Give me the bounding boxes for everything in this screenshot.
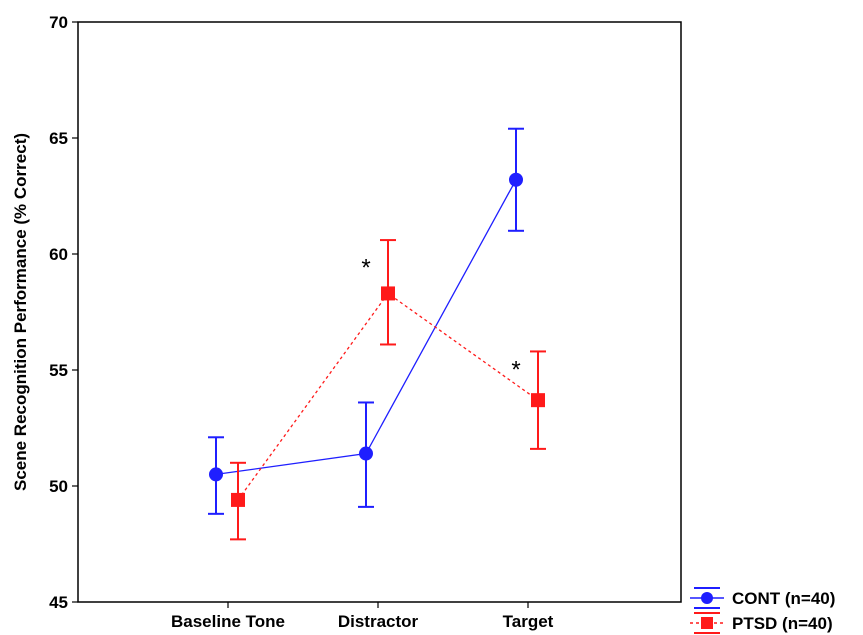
legend-marker (701, 592, 713, 604)
x-tick-label: Baseline Tone (171, 612, 285, 631)
y-tick-label: 60 (49, 245, 68, 264)
y-tick-label: 70 (49, 13, 68, 32)
legend-label: CONT (n=40) (732, 589, 835, 608)
y-tick-label: 45 (49, 593, 68, 612)
legend: CONT (n=40) PTSD (n=40) (690, 587, 835, 634)
y-tick-label: 50 (49, 477, 68, 496)
series-1 (208, 127, 524, 515)
y-axis: 45 50 55 60 65 70 (49, 13, 78, 612)
y-axis-label: Scene Recognition Performance (% Correct… (11, 133, 30, 491)
significance-marker: * (511, 356, 520, 383)
data-point (509, 172, 523, 187)
data-point (359, 446, 373, 461)
y-tick-label: 55 (49, 361, 68, 380)
significance-marker: * (361, 254, 370, 281)
y-tick-label: 65 (49, 129, 68, 148)
data-point (531, 393, 545, 408)
annotations: ** (361, 254, 520, 383)
series-2 (230, 239, 546, 541)
data-point (209, 467, 223, 482)
legend-item: PTSD (n=40) (690, 612, 833, 634)
legend-label: PTSD (n=40) (732, 614, 833, 633)
legend-item: CONT (n=40) (690, 587, 835, 609)
plot-frame (77, 21, 682, 603)
series-layer (208, 127, 546, 541)
x-tick-label: Distractor (338, 612, 419, 631)
data-point (381, 286, 395, 301)
x-axis: Baseline Tone Distractor Target (171, 602, 554, 631)
data-point (231, 492, 245, 507)
legend-marker (701, 617, 713, 629)
series-line (237, 292, 539, 501)
x-tick-label: Target (503, 612, 554, 631)
